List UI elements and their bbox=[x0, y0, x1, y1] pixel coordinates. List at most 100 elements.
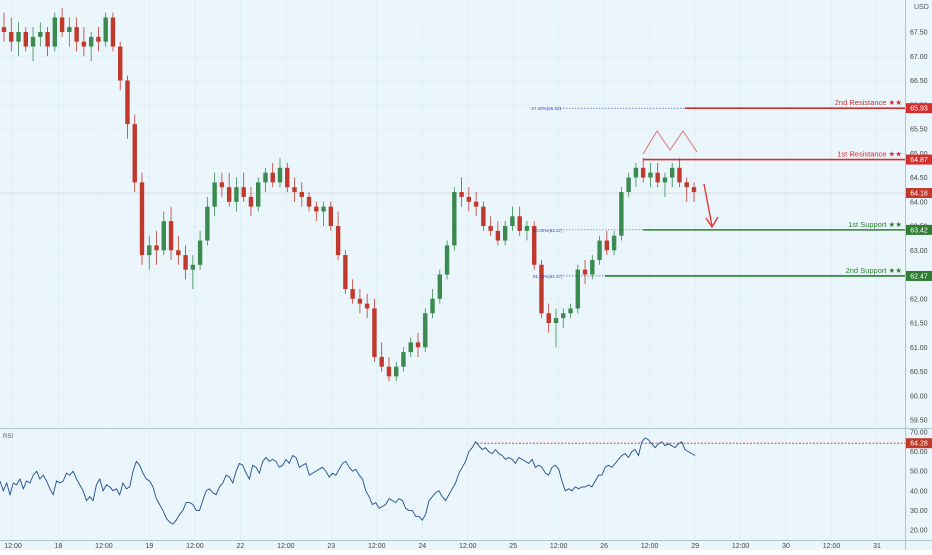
candle bbox=[691, 182, 697, 202]
candle bbox=[9, 17, 14, 52]
candle bbox=[314, 201, 319, 222]
current-price-tag-text: 64.18 bbox=[910, 191, 928, 198]
candle bbox=[459, 177, 464, 207]
current-price-tag bbox=[906, 188, 932, 199]
candle-body bbox=[517, 216, 522, 231]
candle bbox=[633, 162, 639, 188]
candle bbox=[197, 230, 203, 270]
rsi-tick-label: 40.00 bbox=[910, 488, 928, 495]
candle bbox=[532, 221, 537, 270]
candle-body bbox=[277, 167, 283, 183]
candle bbox=[96, 27, 101, 52]
candle bbox=[619, 187, 624, 241]
time-tick-label: 31 bbox=[873, 543, 881, 550]
rsi-tick-label: 70.00 bbox=[910, 430, 928, 437]
level-label: 2nd Resistance ★★ bbox=[835, 98, 903, 107]
price-tick-label: 60.00 bbox=[910, 393, 928, 400]
candle-body bbox=[466, 196, 472, 202]
fib-label: 61.80%(62.47) bbox=[533, 274, 563, 279]
candle bbox=[45, 27, 50, 57]
candle-body bbox=[74, 27, 79, 42]
candle bbox=[343, 250, 348, 294]
candle-body bbox=[59, 17, 65, 32]
candle bbox=[161, 211, 166, 256]
candle-body bbox=[597, 240, 602, 260]
candle-body bbox=[568, 308, 573, 314]
level-label: 2nd Support ★★ bbox=[846, 266, 903, 275]
candle-body bbox=[81, 41, 87, 47]
candle bbox=[212, 172, 217, 217]
candle bbox=[306, 192, 312, 212]
time-tick-label: 12:00 bbox=[550, 543, 568, 550]
candle bbox=[74, 17, 79, 52]
candle bbox=[154, 230, 159, 265]
rsi-tick-label: 20.00 bbox=[910, 528, 928, 535]
candle bbox=[1, 12, 7, 42]
rsi-tick-label: 50.00 bbox=[910, 469, 928, 476]
candle-body bbox=[590, 259, 595, 275]
candle bbox=[408, 337, 413, 357]
candle-body bbox=[539, 264, 544, 314]
level-price-tag bbox=[906, 270, 932, 281]
candle-body bbox=[633, 167, 639, 178]
level-label: 1st Support ★★ bbox=[848, 220, 902, 229]
candle-body bbox=[582, 269, 588, 275]
candle-body bbox=[118, 46, 123, 81]
time-tick-label: 19 bbox=[146, 543, 154, 550]
candle bbox=[394, 361, 399, 382]
rsi-layer bbox=[0, 437, 905, 525]
candle bbox=[640, 158, 646, 183]
candle bbox=[401, 347, 406, 372]
candle-body bbox=[9, 32, 14, 42]
candle bbox=[590, 255, 595, 280]
candle-body bbox=[495, 230, 501, 241]
candle-body bbox=[176, 250, 181, 256]
candle bbox=[241, 172, 246, 202]
price-tick-label: 65.00 bbox=[910, 151, 928, 158]
candle-body bbox=[219, 182, 225, 188]
time-tick-label: 30 bbox=[782, 543, 790, 550]
candle-body bbox=[88, 36, 94, 47]
candle bbox=[539, 259, 544, 319]
candles-layer bbox=[1, 7, 697, 382]
candle bbox=[147, 235, 152, 270]
candle bbox=[219, 172, 225, 197]
candle bbox=[125, 75, 130, 139]
candle bbox=[502, 221, 508, 246]
candle bbox=[226, 172, 232, 207]
candle bbox=[561, 308, 566, 328]
rsi-value-tag bbox=[906, 438, 932, 449]
rsi-line bbox=[0, 437, 696, 525]
candle-body bbox=[110, 17, 116, 47]
candle-body bbox=[575, 269, 580, 309]
candle bbox=[52, 12, 58, 52]
candle-body bbox=[452, 192, 457, 246]
candle bbox=[190, 255, 196, 290]
candle-body bbox=[524, 226, 530, 231]
candle-body bbox=[604, 240, 610, 251]
candle-body bbox=[335, 226, 341, 256]
candle-body bbox=[546, 313, 551, 323]
rsi-axis: 20.00 30.00 40.00 50.00 60.00 70.00 bbox=[910, 430, 928, 535]
candle bbox=[488, 216, 493, 236]
candle-body bbox=[212, 182, 217, 207]
price-tick-label: 59.50 bbox=[910, 418, 928, 425]
time-tick-label: 12:00 bbox=[641, 543, 659, 550]
candle-body bbox=[423, 313, 428, 348]
time-tick-label: 12:00 bbox=[186, 543, 204, 550]
candle bbox=[285, 162, 290, 193]
candle bbox=[132, 114, 137, 193]
candle-body bbox=[256, 182, 261, 207]
candle bbox=[575, 264, 580, 314]
candle bbox=[205, 196, 210, 246]
time-tick-label: 12:00 bbox=[95, 543, 113, 550]
candle bbox=[452, 187, 457, 251]
candle bbox=[648, 162, 653, 188]
candle-body bbox=[263, 172, 268, 183]
candle-body bbox=[626, 177, 631, 193]
candle bbox=[277, 158, 283, 188]
time-tick-label: 18 bbox=[55, 543, 63, 550]
candle-body bbox=[270, 172, 275, 183]
candle bbox=[379, 342, 384, 372]
rsi-value-tag-text: 64.28 bbox=[910, 441, 928, 448]
